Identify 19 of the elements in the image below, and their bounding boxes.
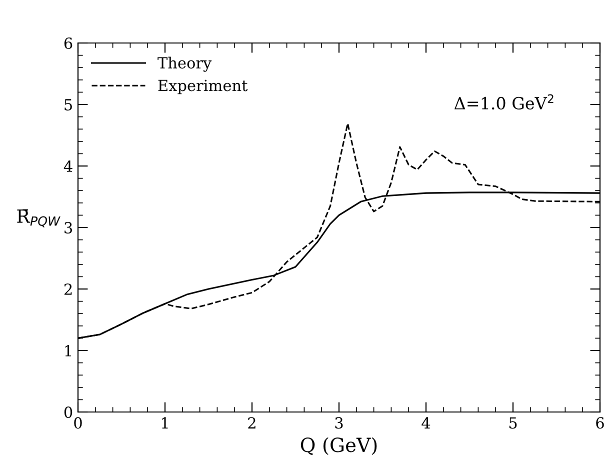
x-tick-label: 1: [162, 417, 168, 428]
x-tick-label: 0: [74, 417, 82, 429]
y-tick-label: 5: [64, 99, 72, 111]
x-tick-label: 4: [422, 417, 430, 428]
annotation: Δ=1.0 GeV$^{2}$: [454, 94, 554, 110]
y-tick-label: 2: [64, 283, 72, 295]
x-tick-label: 5: [509, 417, 517, 429]
x-tick-label: 2: [248, 417, 256, 428]
x-axis-title: Q (GeV): [300, 437, 377, 456]
x-tick-label: 3: [335, 417, 343, 429]
y-axis-title: R̄$_{PQW}$: [17, 209, 60, 228]
legend-label: Experiment: [158, 80, 248, 94]
x-tick-label: 6: [596, 417, 604, 429]
y-tick-label: 0: [64, 406, 72, 418]
y-tick-label: 3: [64, 222, 72, 234]
y-tick-label: 4: [64, 160, 72, 172]
legend-label: Theory: [158, 56, 212, 72]
y-tick-label: 1: [65, 344, 71, 356]
y-tick-label: 6: [64, 37, 72, 50]
